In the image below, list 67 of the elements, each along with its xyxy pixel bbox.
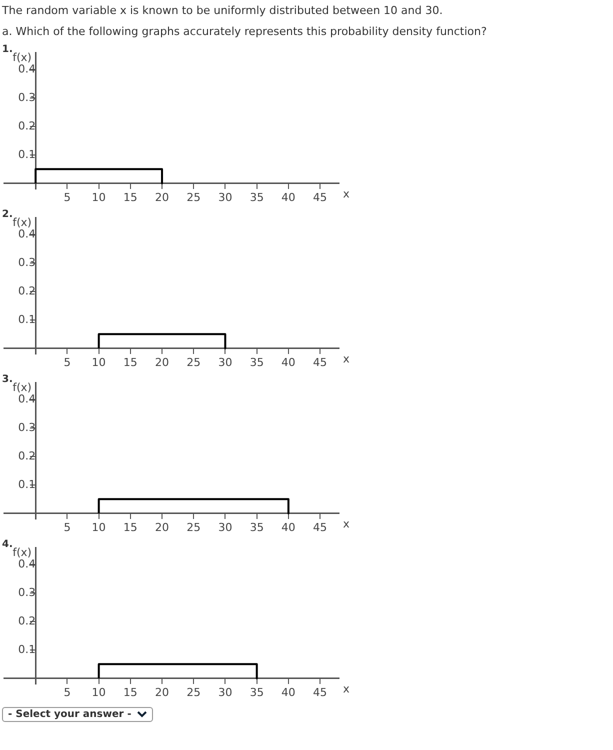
x-tick-label: 30 <box>218 356 232 369</box>
y-tick-label: 0.4 <box>18 62 36 76</box>
annotation: 3. <box>2 374 13 385</box>
x-tick-label: 25 <box>186 520 201 534</box>
x-tick-label: 15 <box>123 190 138 204</box>
y-tick-label: 0.3 <box>18 420 36 434</box>
chart-title: The random variable x is known to be uniformly distributed between 10 and 30. <box>1 3 444 17</box>
x-tick-label: 25 <box>186 190 201 204</box>
x-tick-label: 35 <box>250 356 264 369</box>
x-tick-label: 25 <box>186 356 201 369</box>
chart-subtitle: a. Which of the following graphs accurately represents this probability density function? <box>1 24 488 40</box>
x-axis-title: x <box>343 518 350 531</box>
x-tick-label: 20 <box>155 686 170 699</box>
x-tick-label: 35 <box>250 190 264 204</box>
x-tick-label: 25 <box>186 686 201 699</box>
x-tick-label: 10 <box>92 190 106 204</box>
x-tick-label: 10 <box>92 686 106 699</box>
x-axis-title: x <box>343 188 350 201</box>
annotation: 4. <box>2 539 13 550</box>
x-tick-label: 15 <box>123 356 138 369</box>
x-axis-title: x <box>343 682 350 696</box>
annotation: 1. <box>2 44 13 55</box>
x-tick-label: 20 <box>155 190 170 204</box>
annotation: 2. <box>2 209 13 220</box>
y-tick-label: 0.3 <box>18 90 36 104</box>
y-axis-title: f(x) <box>12 380 32 394</box>
x-tick-label: 20 <box>155 356 170 369</box>
x-axis-title: x <box>343 352 350 366</box>
x-tick-label: 5 <box>64 686 71 699</box>
x-tick-label: 30 <box>218 686 232 699</box>
text: - Select your answer - <box>8 709 132 720</box>
y-tick-label: 0.3 <box>18 586 36 599</box>
y-tick-label: 0.1 <box>18 478 36 491</box>
y-tick-label: 0.2 <box>18 119 36 132</box>
x-tick-label: 45 <box>313 190 328 204</box>
x-tick-label: 15 <box>123 520 138 534</box>
y-axis-title: f(x) <box>12 50 32 64</box>
y-tick-label: 0.2 <box>18 284 36 298</box>
y-tick-label: 0.4 <box>18 228 36 241</box>
x-tick-label: 40 <box>281 520 296 534</box>
y-tick-label: 0.1 <box>18 312 36 326</box>
x-tick-label: 40 <box>281 356 296 369</box>
y-axis-title: f(x) <box>12 546 32 559</box>
y-tick-label: 0.2 <box>18 449 36 462</box>
x-tick-label: 45 <box>313 686 328 699</box>
x-tick-label: 20 <box>155 520 170 534</box>
x-tick-label: 5 <box>64 520 71 534</box>
y-tick-label: 0.1 <box>18 642 36 656</box>
x-tick-label: 45 <box>313 520 328 534</box>
y-tick-label: 0.2 <box>18 614 36 628</box>
x-tick-label: 5 <box>64 190 71 204</box>
x-tick-label: 35 <box>250 520 264 534</box>
y-tick-label: 0.3 <box>18 256 36 269</box>
x-tick-label: 30 <box>218 520 232 534</box>
x-tick-label: 35 <box>250 686 264 699</box>
x-tick-label: 5 <box>64 356 71 369</box>
x-tick-label: 30 <box>218 190 232 204</box>
x-tick-label: 45 <box>313 356 328 369</box>
y-tick-label: 0.4 <box>18 392 36 406</box>
x-tick-label: 10 <box>92 356 106 369</box>
y-axis-title: f(x) <box>12 216 32 229</box>
x-tick-label: 40 <box>281 190 296 204</box>
y-tick-label: 0.4 <box>18 558 36 571</box>
x-tick-label: 40 <box>281 686 296 699</box>
x-tick-label: 15 <box>123 686 138 699</box>
y-tick-label: 0.1 <box>18 148 36 161</box>
x-tick-label: 10 <box>92 520 106 534</box>
